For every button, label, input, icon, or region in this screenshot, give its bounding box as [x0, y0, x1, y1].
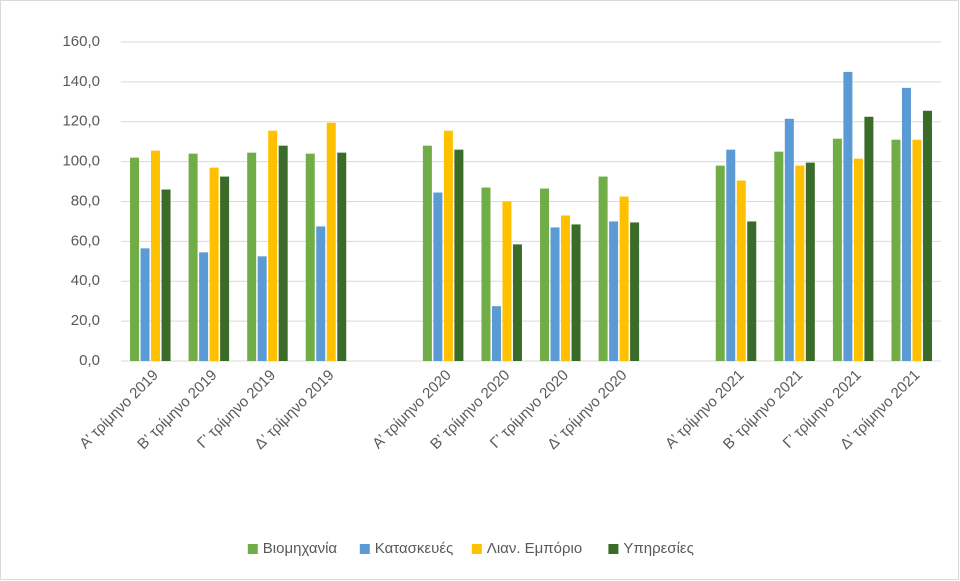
- bar: [715, 165, 725, 361]
- bar: [257, 256, 267, 361]
- bar: [161, 189, 171, 361]
- bar: [337, 152, 347, 361]
- y-tick-label: 140,0: [62, 73, 100, 90]
- bar: [481, 187, 491, 361]
- bar: [571, 224, 581, 361]
- y-tick-label: 20,0: [71, 312, 100, 329]
- bar: [912, 139, 922, 361]
- legend-swatch: [608, 544, 619, 554]
- bar: [316, 226, 326, 361]
- legend-label: Κατασκευές: [375, 540, 453, 557]
- bar: [188, 153, 198, 361]
- bar: [305, 153, 315, 361]
- legend-swatch: [471, 544, 482, 554]
- y-tick-label: 0,0: [79, 352, 100, 369]
- bar: [609, 221, 619, 361]
- bar: [491, 306, 501, 361]
- bar: [220, 176, 230, 361]
- legend: Βιομηχανία Κατασκευές Λιαν. Εμπόριο Υπηρεσί…: [247, 540, 694, 557]
- bar: [901, 87, 911, 361]
- bar: [502, 201, 512, 361]
- bar: [922, 110, 932, 361]
- bar: [843, 71, 853, 361]
- bar: [774, 151, 784, 361]
- bar: [209, 167, 219, 361]
- bar: [598, 176, 608, 361]
- bar: [832, 138, 842, 361]
- legend-label: Υπηρεσίες: [623, 540, 693, 557]
- bar: [512, 244, 522, 361]
- bar: [784, 118, 794, 362]
- bar: [247, 152, 257, 361]
- y-tick-label: 60,0: [71, 232, 100, 249]
- legend-label: Βιομηχανία: [263, 540, 338, 557]
- bar: [151, 150, 161, 361]
- bar: [619, 196, 629, 361]
- y-tick-label: 160,0: [62, 33, 100, 50]
- bar: [795, 165, 805, 361]
- y-tick-label: 80,0: [71, 192, 100, 209]
- bar: [550, 227, 560, 361]
- bar: [278, 145, 288, 361]
- y-tick-label: 100,0: [62, 153, 100, 170]
- bar: [540, 188, 550, 361]
- bar: [326, 122, 336, 361]
- bar: [433, 192, 443, 361]
- bar: [726, 149, 736, 361]
- legend-label: Λιαν. Εμπόριο: [487, 540, 582, 557]
- y-tick-label: 40,0: [71, 272, 100, 289]
- bar: [864, 116, 874, 361]
- bar: [268, 130, 278, 361]
- legend-swatch: [247, 544, 258, 554]
- bar: [747, 221, 757, 361]
- legend-swatch: [359, 544, 370, 554]
- bar: [130, 157, 140, 361]
- bar: [630, 222, 640, 361]
- bar: [736, 180, 746, 361]
- bar: [805, 162, 815, 361]
- bar: [422, 145, 432, 361]
- bar: [561, 215, 571, 361]
- bar: [853, 158, 863, 361]
- bar: [199, 252, 209, 361]
- bar: [443, 130, 453, 361]
- bar: [891, 139, 901, 361]
- bar: [140, 248, 150, 361]
- bar: [454, 149, 464, 361]
- y-tick-label: 120,0: [62, 113, 100, 130]
